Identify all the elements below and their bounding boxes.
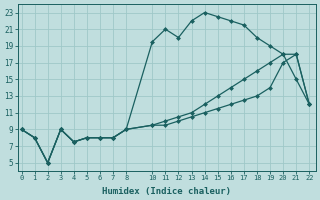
X-axis label: Humidex (Indice chaleur): Humidex (Indice chaleur) (102, 187, 231, 196)
